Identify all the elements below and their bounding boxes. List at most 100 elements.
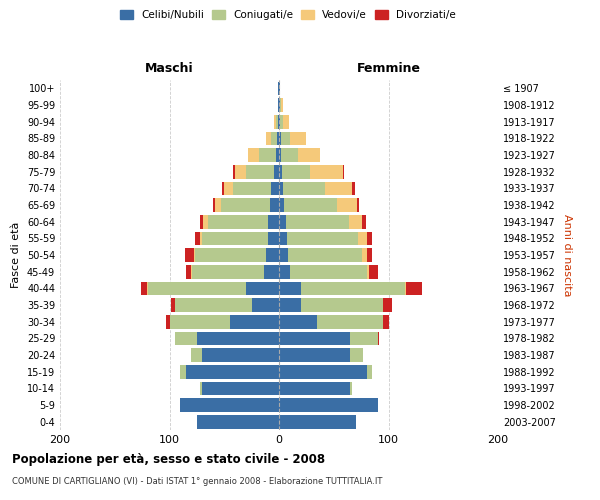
Bar <box>282 165 310 178</box>
Bar <box>266 132 271 145</box>
Bar <box>175 298 251 312</box>
Bar <box>181 398 279 412</box>
Bar <box>279 232 287 245</box>
Legend: Celibi/Nubili, Coniugati/e, Vedovi/e, Divorziati/e: Celibi/Nubili, Coniugati/e, Vedovi/e, Di… <box>118 8 458 22</box>
Bar <box>367 248 372 262</box>
Bar <box>352 182 355 195</box>
Bar <box>279 265 290 278</box>
Bar <box>279 132 281 145</box>
Bar <box>281 148 298 162</box>
Bar <box>281 132 290 145</box>
Bar <box>233 182 271 195</box>
Bar <box>222 182 224 195</box>
Y-axis label: Fasce di età: Fasce di età <box>11 222 21 288</box>
Bar <box>274 115 276 128</box>
Bar <box>248 148 259 162</box>
Bar <box>208 215 268 228</box>
Bar <box>358 232 367 245</box>
Bar <box>270 198 279 212</box>
Bar <box>200 215 203 228</box>
Bar <box>279 282 301 295</box>
Bar <box>181 365 186 378</box>
Bar <box>283 115 289 128</box>
Bar <box>279 115 280 128</box>
Text: Popolazione per età, sesso e stato civile - 2008: Popolazione per età, sesso e stato civil… <box>12 452 325 466</box>
Bar <box>337 198 357 212</box>
Bar <box>279 398 377 412</box>
Bar <box>377 332 379 345</box>
Bar <box>277 132 279 145</box>
Bar <box>279 148 281 162</box>
Bar <box>406 282 422 295</box>
Bar <box>383 298 392 312</box>
Bar <box>357 198 359 212</box>
Bar <box>301 298 383 312</box>
Bar <box>230 315 279 328</box>
Bar <box>274 165 279 178</box>
Bar <box>203 215 208 228</box>
Bar <box>383 315 389 328</box>
Bar <box>197 332 279 345</box>
Bar <box>369 265 377 278</box>
Bar <box>276 115 278 128</box>
Bar <box>290 265 367 278</box>
Bar <box>175 332 197 345</box>
Bar <box>343 165 344 178</box>
Bar <box>279 165 282 178</box>
Bar <box>362 248 367 262</box>
Bar <box>194 232 200 245</box>
Bar <box>200 232 202 245</box>
Bar <box>186 365 279 378</box>
Bar <box>280 98 281 112</box>
Text: Femmine: Femmine <box>356 62 421 75</box>
Bar <box>202 232 268 245</box>
Bar <box>350 348 364 362</box>
Bar <box>191 348 202 362</box>
Bar <box>191 265 193 278</box>
Bar <box>362 215 365 228</box>
Bar <box>271 182 279 195</box>
Bar <box>194 248 266 262</box>
Bar <box>197 415 279 428</box>
Bar <box>281 98 283 112</box>
Bar <box>279 365 367 378</box>
Bar <box>349 215 362 228</box>
Bar <box>185 248 194 262</box>
Bar <box>279 182 283 195</box>
Bar <box>268 215 279 228</box>
Bar <box>193 265 263 278</box>
Bar <box>317 315 383 328</box>
Bar <box>186 265 191 278</box>
Bar <box>325 182 352 195</box>
Bar <box>279 98 280 112</box>
Bar <box>279 382 350 395</box>
Bar <box>148 282 246 295</box>
Bar <box>284 198 337 212</box>
Bar <box>202 348 279 362</box>
Bar <box>166 315 170 328</box>
Bar <box>301 282 405 295</box>
Bar <box>279 198 284 212</box>
Bar <box>367 365 372 378</box>
Bar <box>286 215 349 228</box>
Bar <box>350 332 377 345</box>
Bar <box>279 215 286 228</box>
Bar <box>266 248 279 262</box>
Bar <box>280 115 283 128</box>
Bar <box>287 232 358 245</box>
Bar <box>268 232 279 245</box>
Bar <box>170 298 175 312</box>
Bar <box>367 232 372 245</box>
Bar <box>405 282 406 295</box>
Bar <box>251 298 279 312</box>
Bar <box>146 282 148 295</box>
Bar <box>235 165 246 178</box>
Bar <box>170 315 230 328</box>
Bar <box>310 165 343 178</box>
Bar <box>221 198 270 212</box>
Bar <box>279 348 350 362</box>
Bar <box>141 282 146 295</box>
Bar <box>278 98 279 112</box>
Bar <box>298 148 320 162</box>
Bar <box>200 382 202 395</box>
